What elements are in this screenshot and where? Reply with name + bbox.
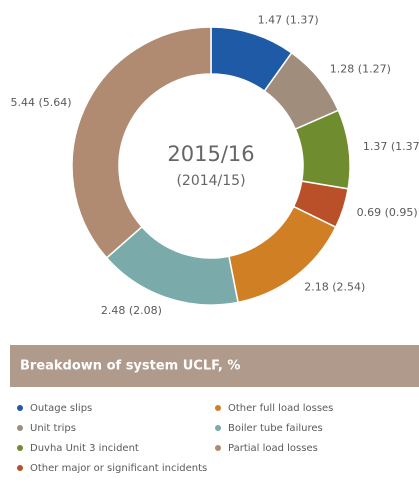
legend-marker: [215, 425, 221, 431]
legend-marker: [17, 405, 23, 411]
chart-title: Breakdown of system UCLF, %: [20, 359, 240, 374]
legend-label: Other major or significant incidents: [30, 463, 207, 474]
legend-label: Boiler tube failures: [228, 423, 323, 434]
legend-label: Partial load losses: [228, 443, 318, 454]
center-label: 2015/16: [167, 142, 254, 166]
center-sublabel: (2014/15): [176, 173, 245, 189]
legend-label: Duvha Unit 3 incident: [30, 443, 139, 454]
value-label: 5.44 (5.64): [11, 96, 72, 109]
donut-segment: [71, 26, 212, 259]
title-banner: [10, 345, 419, 387]
legend-label: Outage slips: [30, 403, 92, 414]
value-label: 0.69 (0.95): [357, 206, 418, 219]
value-label: 2.48 (2.08): [101, 304, 162, 317]
value-label: 2.18 (2.54): [304, 280, 365, 293]
legend-label: Other full load losses: [228, 403, 333, 414]
value-label: 1.47 (1.37): [258, 13, 319, 26]
legend-marker: [215, 445, 221, 451]
legend-marker: [215, 405, 221, 411]
legend-marker: [17, 425, 23, 431]
legend-marker: [17, 465, 23, 471]
legend-marker: [17, 445, 23, 451]
legend-label: Unit trips: [30, 423, 76, 434]
value-label: 1.37 (1.37): [363, 140, 419, 153]
value-label: 1.28 (1.27): [330, 63, 391, 76]
